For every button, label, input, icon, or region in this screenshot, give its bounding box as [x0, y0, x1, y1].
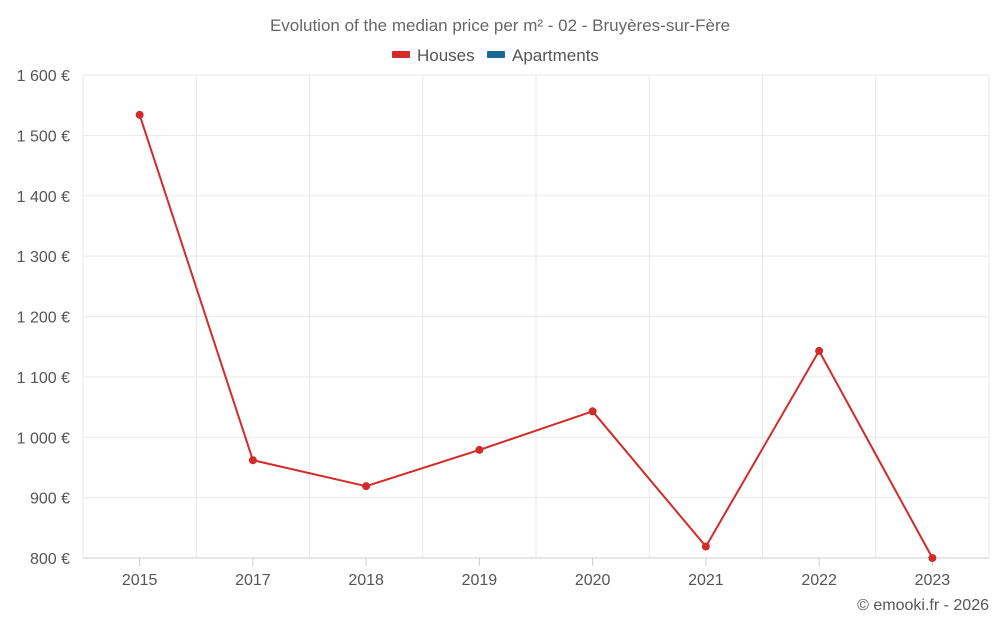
data-point[interactable]: [928, 554, 937, 562]
data-point[interactable]: [248, 456, 257, 465]
x-tick-label: 2015: [122, 572, 158, 589]
legend-swatch-houses: [392, 51, 410, 58]
y-tick-label: 800 €: [30, 551, 70, 568]
data-point[interactable]: [135, 110, 144, 119]
credit-text: © emooki.fr - 2026: [857, 597, 989, 614]
y-tick-label: 900 €: [30, 491, 70, 508]
data-point[interactable]: [475, 445, 484, 454]
legend-label-houses: Houses: [417, 46, 475, 65]
legend-item-houses[interactable]: Houses: [392, 46, 475, 65]
y-tick-label: 1 500 €: [17, 128, 70, 145]
chart-title: Evolution of the median price per m² - 0…: [270, 16, 730, 35]
legend: Houses Apartments: [392, 46, 599, 65]
grid: [82, 74, 990, 559]
y-tick-label: 1 000 €: [17, 430, 70, 447]
x-tick-label: 2020: [575, 572, 611, 589]
x-tick-label: 2019: [462, 572, 498, 589]
y-tick-label: 1 600 €: [17, 68, 70, 85]
x-tick-label: 2017: [235, 572, 271, 589]
series-line-houses: [138, 114, 934, 559]
y-tick-label: 1 100 €: [17, 370, 70, 387]
x-tick-label: 2018: [348, 572, 384, 589]
legend-swatch-apartments: [487, 51, 505, 58]
y-tick-label: 1 400 €: [17, 189, 70, 206]
x-axis: 2015 2017 2018 2019 2020 2021 2022 2023: [122, 558, 950, 589]
series-houses: [135, 110, 937, 562]
data-point[interactable]: [815, 346, 824, 355]
data-point[interactable]: [701, 542, 710, 551]
y-tick-label: 1 300 €: [17, 249, 70, 266]
data-point[interactable]: [362, 482, 371, 491]
legend-label-apartments: Apartments: [512, 46, 599, 65]
data-point[interactable]: [588, 407, 597, 416]
x-tick-label: 2021: [688, 572, 724, 589]
legend-item-apartments[interactable]: Apartments: [487, 46, 599, 65]
y-axis: 800 € 900 € 1 000 € 1 100 € 1 200 € 1 300 € 1 …: [17, 68, 70, 568]
x-tick-label: 2022: [801, 572, 837, 589]
y-tick-label: 1 200 €: [17, 310, 70, 327]
x-tick-label: 2023: [915, 572, 951, 589]
